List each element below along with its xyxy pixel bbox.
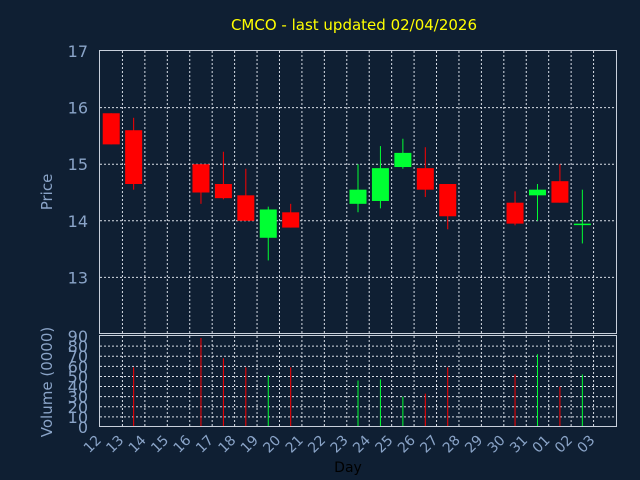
x-tick-label: 19 (238, 433, 262, 457)
candle-23 (349, 164, 367, 213)
volume-tick-label: 90 (68, 327, 88, 346)
candle-25 (394, 138, 412, 169)
x-tick-label: 26 (395, 432, 419, 456)
candle-31 (528, 184, 546, 221)
candle-body (394, 152, 412, 168)
volume-tick-label: 50 (68, 367, 88, 386)
candle-body (439, 184, 457, 217)
price-axis-label: Price (38, 174, 56, 211)
volume-tick-label: 40 (68, 378, 88, 397)
x-tick-label: 15 (148, 433, 172, 457)
x-tick-label: 30 (485, 433, 509, 457)
candle-body (551, 181, 569, 203)
candle-body (282, 212, 300, 228)
price-tick-label: 16 (68, 99, 88, 118)
candle-body (349, 189, 367, 204)
chart-title: CMCO - last updated 02/04/2026 (231, 16, 477, 34)
x-tick-label: 03 (574, 433, 598, 457)
candle-body (259, 209, 277, 238)
candle-body (506, 202, 524, 224)
price-tick-labels: 13 14 15 16 17 (68, 42, 88, 287)
volume-tick-label: 80 (68, 337, 88, 356)
candle-body (192, 164, 210, 193)
volume-panel-frame (99, 335, 617, 427)
volume-tick-label: 10 (68, 408, 88, 427)
candle-body (102, 113, 120, 145)
volume-bars (133, 338, 583, 427)
candle-body (371, 168, 389, 201)
x-tick-label: 20 (260, 433, 284, 457)
candle-20 (282, 203, 300, 228)
x-tick-label: 01 (530, 433, 554, 457)
price-tick-label: 17 (68, 42, 88, 61)
candle-02 (573, 189, 591, 244)
x-tick-label: 29 (462, 433, 486, 457)
candle-30 (506, 191, 524, 226)
candle-01 (551, 164, 569, 203)
volume-tick-label: 30 (68, 388, 88, 407)
volume-tick-label: 70 (68, 347, 88, 366)
candle-12 (102, 113, 120, 145)
volume-axis-label: Volume (0000) (38, 327, 56, 437)
x-tick-label: 02 (552, 433, 576, 457)
x-axis-label: Day (334, 460, 362, 476)
candle-26 (416, 147, 434, 198)
candle-body (214, 184, 232, 199)
x-tick-label: 16 (171, 432, 195, 456)
price-tick-label: 15 (68, 155, 88, 174)
x-tick-label: 28 (440, 433, 464, 457)
x-tick-label: 17 (193, 433, 217, 457)
candle-18 (237, 168, 255, 221)
price-panel-frame (99, 50, 617, 334)
candle-17 (214, 151, 232, 200)
price-grid (100, 51, 616, 334)
candle-27 (439, 184, 457, 230)
candle-body (237, 195, 255, 221)
candle-24 (371, 146, 389, 209)
x-tick-label: 27 (417, 433, 441, 457)
x-tick-label: 31 (507, 433, 531, 457)
price-tick-label: 14 (68, 212, 88, 231)
candles (102, 113, 591, 261)
volume-tick-label: 60 (68, 357, 88, 376)
x-tick-label: 21 (283, 433, 307, 457)
volume-tick-label: 20 (68, 398, 88, 417)
price-tick-label: 13 (68, 268, 88, 287)
x-tick-label: 18 (216, 433, 240, 457)
x-tick-label: 22 (305, 433, 329, 457)
x-tick-label: 25 (373, 433, 397, 457)
candle-body (125, 130, 143, 185)
candle-body (573, 223, 591, 226)
x-tick-label: 24 (350, 432, 374, 456)
candle-body (528, 189, 546, 196)
candle-16 (192, 164, 210, 204)
candle-19 (259, 206, 277, 261)
candle-body (416, 168, 434, 190)
x-tick-label: 23 (328, 433, 352, 457)
candle-13 (125, 117, 143, 190)
x-tick-label: 14 (126, 432, 150, 456)
volume-tick-label: 0 (78, 418, 88, 437)
x-tick-label: 13 (103, 433, 127, 457)
x-tick-labels: 1213141516171819202122232425262728293031… (81, 432, 598, 456)
